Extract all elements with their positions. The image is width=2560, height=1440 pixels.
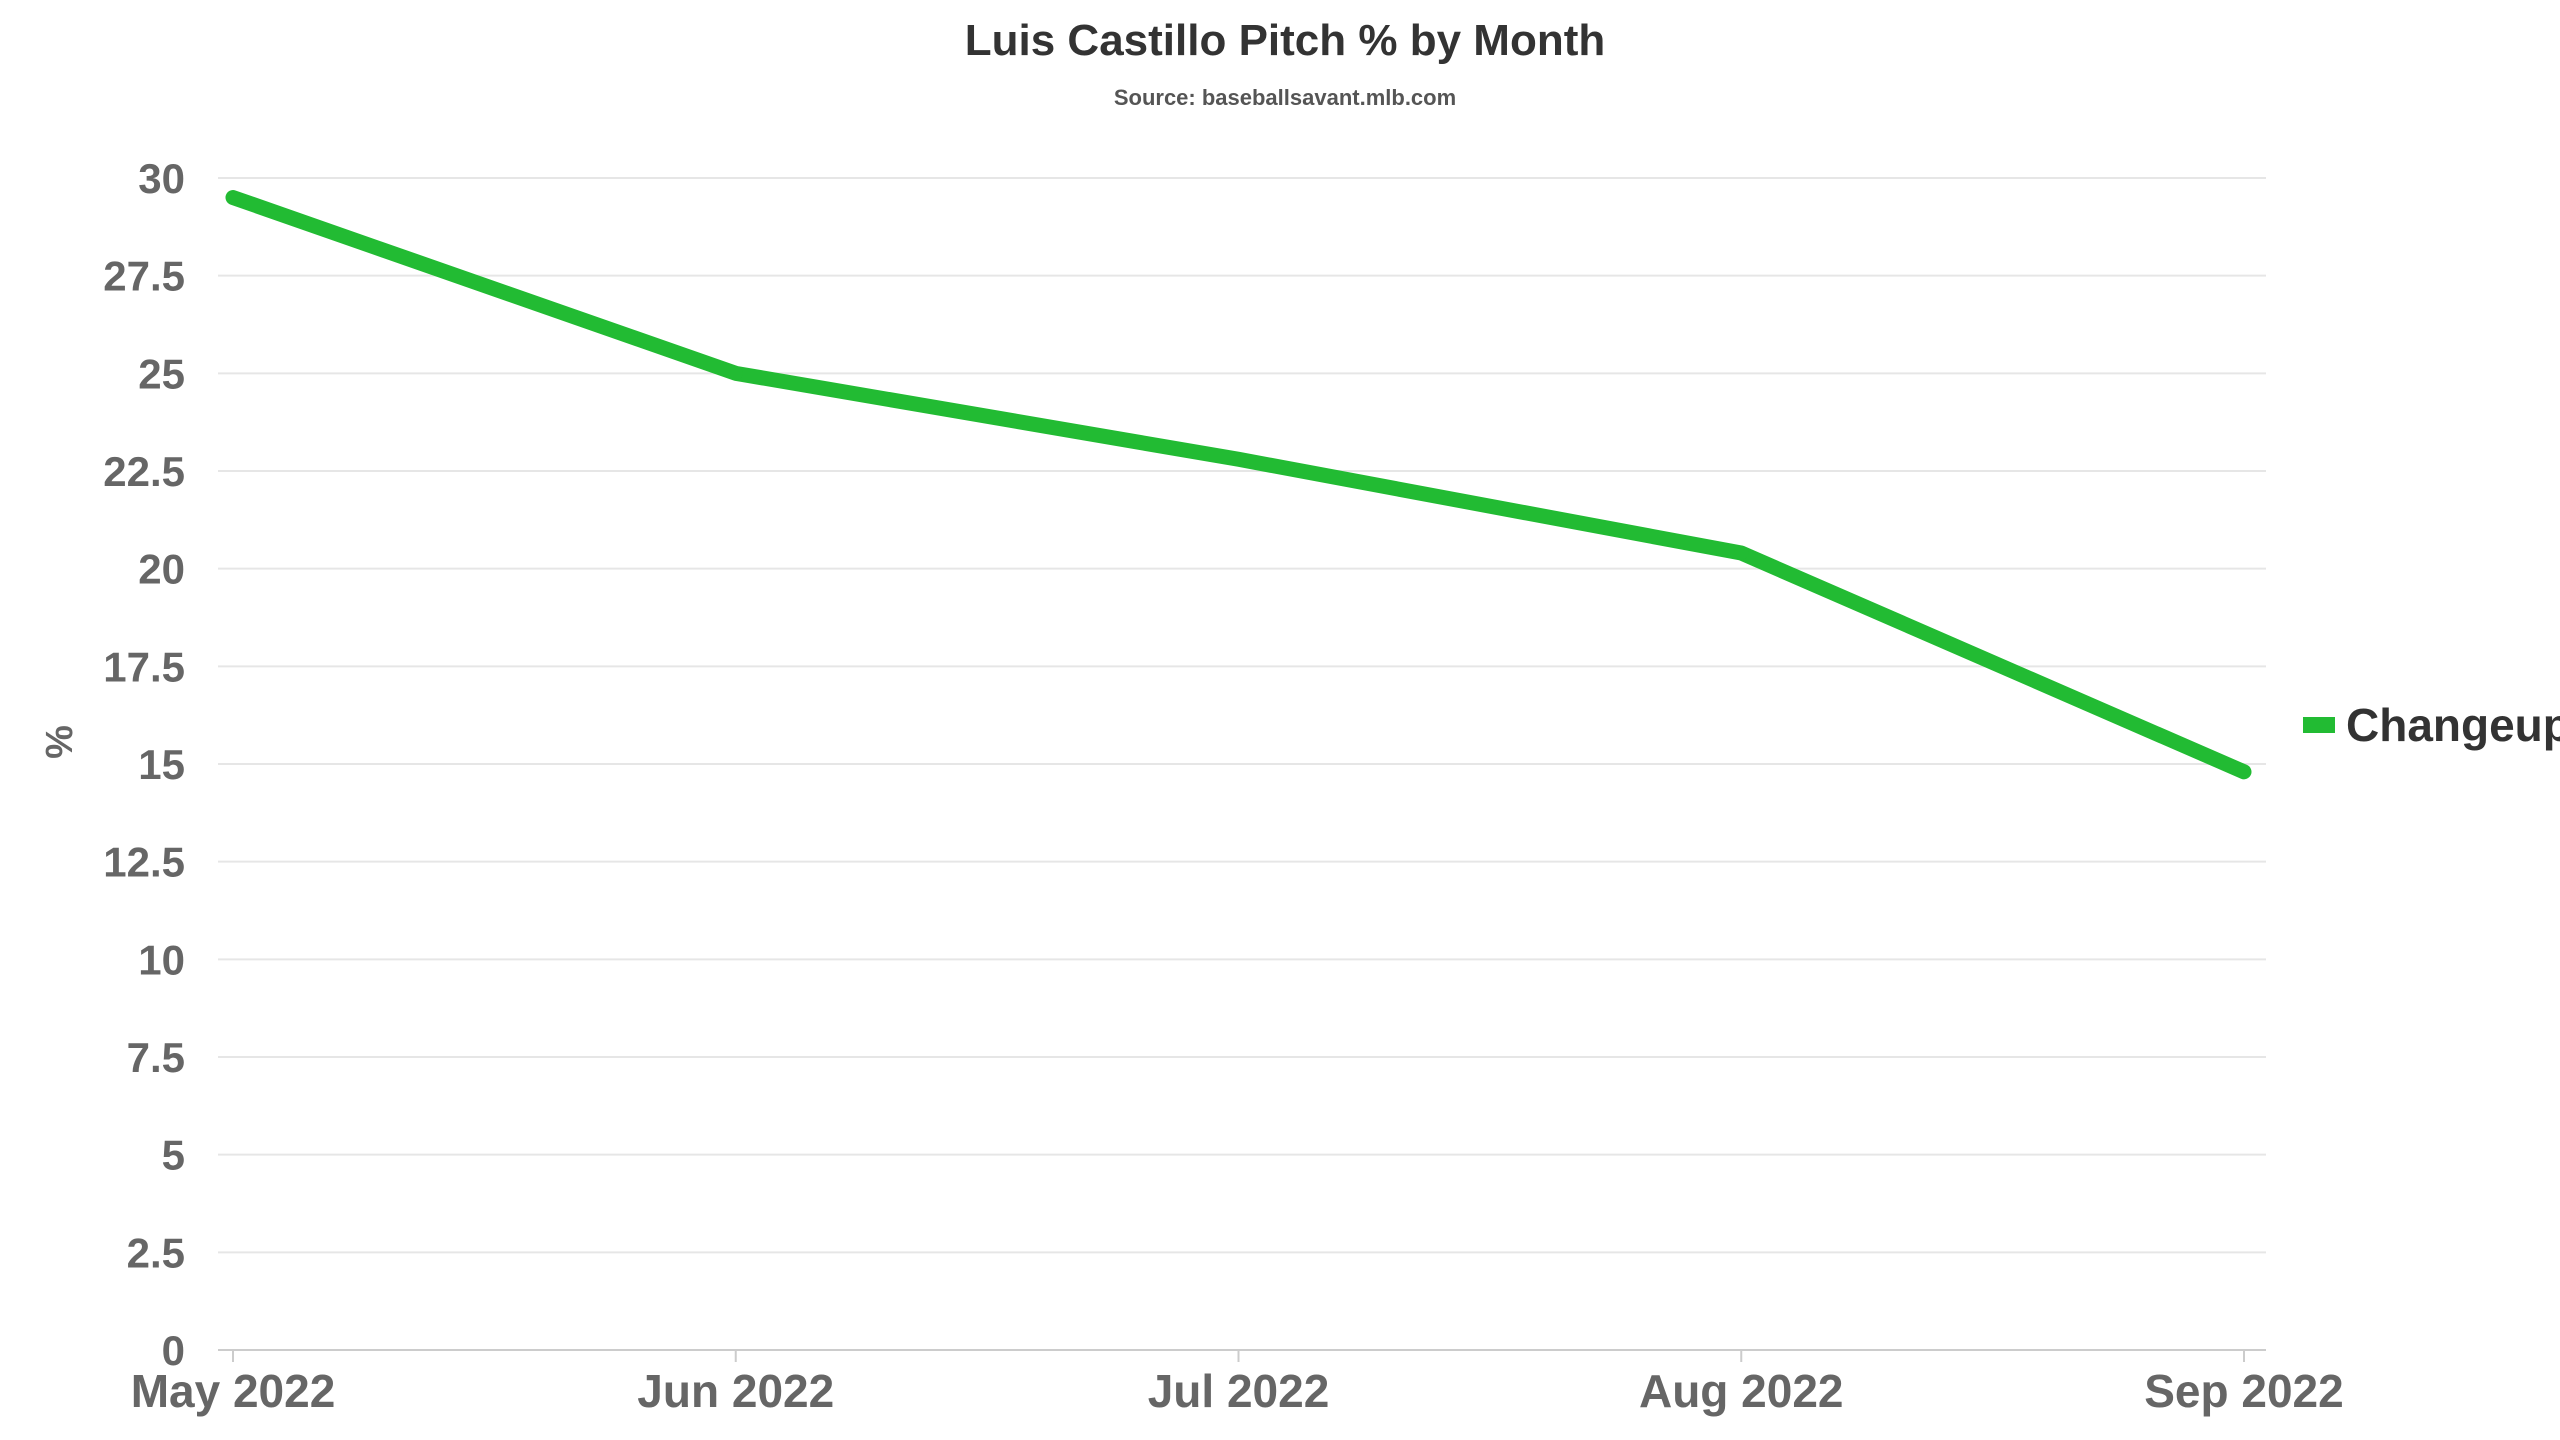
y-tick-label: 10 bbox=[138, 936, 185, 983]
chart-title: Luis Castillo Pitch % by Month bbox=[965, 16, 1605, 65]
chart-subtitle: Source: baseballsavant.mlb.com bbox=[1114, 85, 1456, 110]
data-point[interactable] bbox=[226, 190, 240, 205]
x-tick-label: Jul 2022 bbox=[1148, 1365, 1330, 1417]
y-tick-label: 12.5 bbox=[103, 839, 185, 886]
y-tick-label: 15 bbox=[138, 741, 185, 788]
y-tick-label: 17.5 bbox=[103, 643, 185, 690]
series-layer bbox=[225, 190, 2252, 780]
data-point[interactable] bbox=[1734, 546, 1749, 561]
y-axis-title: % bbox=[39, 725, 81, 759]
y-tick-label: 7.5 bbox=[127, 1034, 185, 1081]
y-tick-label: 5 bbox=[162, 1132, 185, 1179]
x-axis-ticks: May 2022 Jun 2022 Jul 2022 Aug 2022 Sep 2022 bbox=[131, 1350, 2344, 1417]
x-tick-label: Aug 2022 bbox=[1639, 1365, 1844, 1417]
legend-swatch[interactable] bbox=[2303, 717, 2335, 733]
y-tick-label: 2.5 bbox=[127, 1229, 185, 1276]
series-line-changeup bbox=[225, 190, 2252, 780]
x-tick-label: May 2022 bbox=[131, 1365, 336, 1417]
x-tick-label: Jun 2022 bbox=[637, 1365, 834, 1417]
y-tick-label: 30 bbox=[138, 155, 185, 202]
data-point[interactable] bbox=[728, 366, 743, 381]
data-point[interactable] bbox=[1231, 452, 1246, 467]
data-point[interactable] bbox=[2237, 764, 2251, 779]
y-tick-label: 27.5 bbox=[103, 253, 185, 300]
y-tick-label: 25 bbox=[138, 350, 185, 397]
legend-label[interactable]: Changeup bbox=[2346, 699, 2560, 751]
y-tick-label: 22.5 bbox=[103, 448, 185, 495]
y-axis-ticks: 0 2.5 5 7.5 10 12.5 15 17.5 20 22.5 25 27.5 30 bbox=[103, 155, 185, 1374]
legend[interactable]: Changeup bbox=[2303, 699, 2560, 751]
y-tick-label: 0 bbox=[162, 1327, 185, 1374]
gridlines bbox=[218, 177, 2266, 1254]
x-tick-label: Sep 2022 bbox=[2144, 1365, 2343, 1417]
y-tick-label: 20 bbox=[138, 546, 185, 593]
